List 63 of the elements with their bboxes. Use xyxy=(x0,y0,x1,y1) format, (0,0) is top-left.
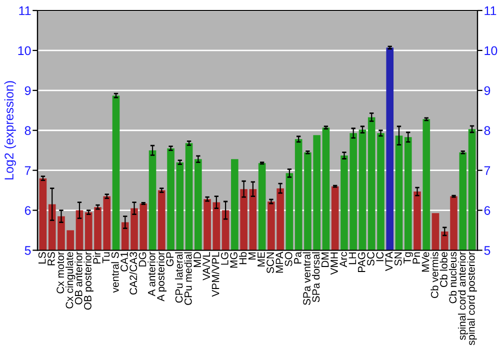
x-tick-label: MD xyxy=(194,252,201,267)
y-axis-title: Log2 (expression) xyxy=(4,81,16,180)
x-tick-label: Cb lobe xyxy=(440,252,448,288)
y-tick-label: 6 xyxy=(24,206,31,215)
x-tick-label: MG xyxy=(230,252,238,268)
x-tick-label: SPa dorsal xyxy=(312,252,320,302)
x-tick-label: MPA xyxy=(276,252,284,273)
y-tick-label: 9 xyxy=(24,86,31,96)
x-tick-label: spinal cord anterior xyxy=(458,252,468,340)
x-tick-label: VPM/VPL xyxy=(212,252,220,297)
x-tick-label: LG xyxy=(220,252,228,265)
x-tick-label: ventral S xyxy=(111,252,119,293)
x-tick-label: M xyxy=(248,252,256,260)
x-tick-label: SPa ventral xyxy=(302,252,311,306)
y2-tick-label: 7 xyxy=(484,166,490,175)
x-tick-label: Cx cingulate xyxy=(66,252,76,308)
x-tick-label: Tg xyxy=(404,252,413,264)
x-tick-label: A posterior xyxy=(156,252,167,302)
x-tick-label: Arc xyxy=(340,252,348,268)
y2-tick-label: 8 xyxy=(484,126,490,136)
x-tick-label: Cb nucleus xyxy=(448,252,457,304)
y2-tick-label: 11 xyxy=(484,6,496,16)
x-tick-label: Pir xyxy=(92,252,100,264)
x-tick-label: CPu medial xyxy=(184,252,192,305)
y-tick-label: 10 xyxy=(18,46,31,56)
x-tick-label: SO xyxy=(284,252,292,266)
x-tick-label: OB posterior xyxy=(84,252,94,310)
y2-tick-label: 6 xyxy=(484,206,490,215)
x-tick-label: VA/VL xyxy=(202,252,210,280)
x-tick-label: LH xyxy=(348,252,356,264)
x-tick-label: SC xyxy=(367,252,374,266)
x-tick-label: DM xyxy=(321,252,329,267)
x-tick-label: spinal cord posterior xyxy=(467,252,477,346)
x-tick-label: PAG xyxy=(358,252,366,272)
x-tick-label: SCN xyxy=(266,252,274,274)
y2-tick-label: 9 xyxy=(484,86,490,96)
y-tick-label: 8 xyxy=(24,126,31,136)
x-tick-label: Hb xyxy=(238,252,247,264)
x-tick-label: ME xyxy=(258,252,265,266)
y2-tick-label: 10 xyxy=(484,46,498,56)
y2-tick-label: 5 xyxy=(484,246,490,255)
x-tick-label: Cb vermis xyxy=(430,252,438,298)
x-tick-label: CPu lateral xyxy=(175,252,183,303)
x-tick-label: MVe xyxy=(422,252,430,272)
x-tick-label: Pa xyxy=(294,252,302,264)
y-tick-label: 7 xyxy=(24,166,31,175)
x-tick-label: Tu xyxy=(102,252,110,264)
y-tick-label: 5 xyxy=(24,246,31,255)
x-tick-label: Pn xyxy=(412,252,420,264)
x-tick-label: SN xyxy=(394,252,402,266)
x-tick-label: RS xyxy=(48,252,55,266)
x-tick-label: LS xyxy=(38,252,46,264)
x-tick-label: VMH xyxy=(330,252,338,275)
x-tick-label: VTA xyxy=(385,252,393,272)
x-tick-label: OB anterior xyxy=(74,252,82,304)
x-tick-label: DG xyxy=(138,252,146,266)
y-tick-label: 11 xyxy=(19,6,31,16)
x-tick-label: CA1 xyxy=(120,252,128,272)
x-tick-label: A anterior xyxy=(148,252,156,296)
x-tick-label: CA2/CA3 xyxy=(129,252,138,295)
x-tick-label: IC xyxy=(376,252,384,262)
x-tick-label: GP xyxy=(166,252,174,266)
x-tick-label: Cx motor xyxy=(56,252,64,294)
